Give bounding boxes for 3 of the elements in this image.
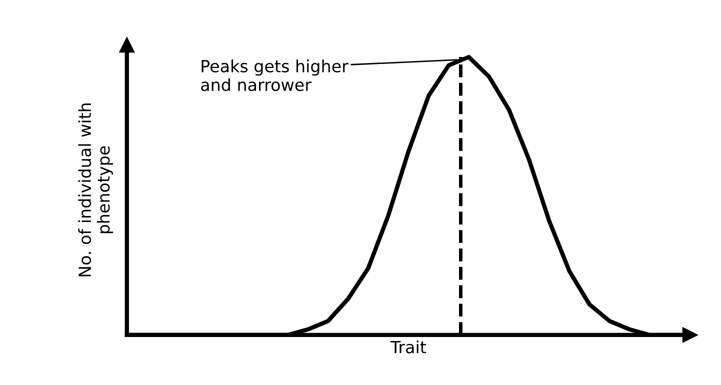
annotation: Peaks gets higher and narrower (201, 60, 348, 92)
x-axis-title: Trait (390, 340, 426, 354)
y-axis-title: No. of individual with phenotype (78, 103, 114, 276)
